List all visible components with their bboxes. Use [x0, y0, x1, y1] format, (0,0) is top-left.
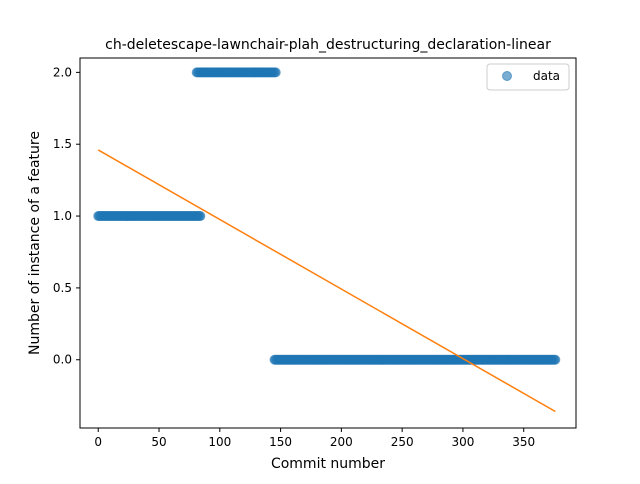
x-axis-ticks: 0 50 100 150 200 250 300 350: [94, 428, 535, 449]
x-tick-label: 300: [451, 435, 474, 449]
fit-line: [97, 149, 556, 413]
plot-frame: [79, 57, 577, 429]
data-point: [195, 211, 206, 222]
x-axis-label: Commit number: [271, 456, 385, 472]
chart-title: ch-deletescape-lawnchair-plah_destructur…: [105, 37, 551, 53]
x-tick-label: 0: [94, 435, 102, 449]
data-point: [270, 67, 281, 78]
legend-box: [486, 63, 570, 91]
y-axis-ticks: 0.0 0.5 1.0 1.5 2.0: [53, 65, 80, 367]
plot-area: [80, 58, 576, 428]
y-tick-label: 2.0: [53, 65, 72, 79]
fit-line-layer: [97, 149, 556, 413]
y-tick-label: 1.0: [53, 209, 72, 223]
y-tick-label: 0.5: [53, 281, 72, 295]
data-points: [93, 67, 561, 365]
y-tick-label: 1.5: [53, 137, 72, 151]
legend-label: data: [533, 69, 560, 83]
x-tick-label: 200: [330, 435, 353, 449]
y-tick-label: 0.0: [53, 353, 72, 367]
data-point: [550, 354, 561, 365]
y-axis-label: Number of instance of a feature: [27, 131, 43, 355]
legend: data: [486, 63, 570, 91]
x-tick-label: 100: [208, 435, 231, 449]
x-tick-label: 50: [151, 435, 166, 449]
x-tick-label: 350: [512, 435, 535, 449]
x-tick-label: 250: [391, 435, 414, 449]
legend-marker: [502, 71, 512, 81]
x-tick-label: 150: [269, 435, 292, 449]
